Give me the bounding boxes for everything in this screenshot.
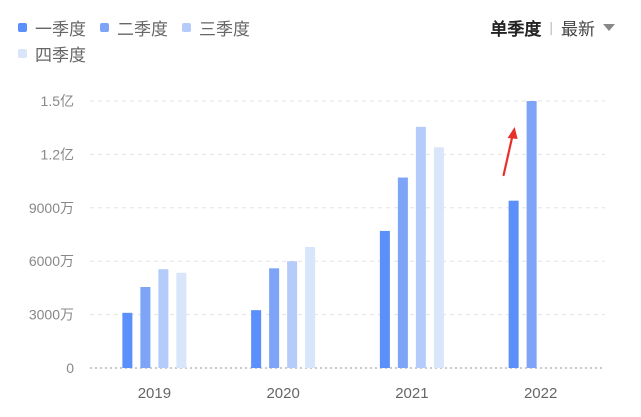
legend-swatch bbox=[18, 22, 27, 32]
x-tick-label: 2020 bbox=[266, 385, 299, 402]
arrow-head-icon bbox=[507, 127, 518, 139]
legend-item[interactable]: 二季度 bbox=[100, 14, 168, 40]
bars bbox=[122, 101, 537, 368]
bar-2020-q4[interactable] bbox=[305, 246, 316, 368]
x-tick-label: 2022 bbox=[524, 385, 557, 402]
y-tick-label: 6000万 bbox=[29, 253, 74, 269]
bar-2022-q1[interactable] bbox=[508, 200, 519, 368]
bar-2022-q2[interactable] bbox=[526, 101, 537, 368]
legend-swatch bbox=[182, 22, 191, 32]
x-tick-label: 2019 bbox=[138, 385, 171, 402]
y-tick-label: 0 bbox=[66, 360, 74, 376]
legend-swatch bbox=[18, 48, 27, 58]
bar-2020-q2[interactable] bbox=[269, 268, 280, 368]
bar-2021-q1[interactable] bbox=[379, 230, 390, 368]
arrow-shaft bbox=[502, 133, 514, 177]
bar-2019-q1[interactable] bbox=[122, 312, 133, 368]
legend-label: 一季度 bbox=[35, 19, 86, 39]
bar-2021-q2[interactable] bbox=[397, 177, 408, 368]
bar-2019-q3[interactable] bbox=[158, 269, 169, 368]
sort-dropdown[interactable]: 最新 bbox=[561, 19, 595, 39]
grid-layer bbox=[90, 100, 605, 369]
x-tick-label: 2021 bbox=[395, 385, 428, 402]
chevron-down-icon[interactable] bbox=[603, 23, 615, 31]
period-controls: 单季度 | 最新 bbox=[490, 14, 615, 40]
annotation-layer bbox=[502, 127, 518, 177]
legend-item[interactable]: 三季度 bbox=[182, 14, 250, 40]
controls-separator: | bbox=[549, 19, 553, 35]
legend-item[interactable]: 一季度 bbox=[18, 14, 86, 40]
y-tick-label: 9000万 bbox=[29, 200, 74, 216]
y-tick-label: 1.2亿 bbox=[41, 146, 74, 162]
legend-label: 四季度 bbox=[35, 45, 86, 65]
legend-label: 三季度 bbox=[199, 19, 250, 39]
bar-2021-q3[interactable] bbox=[415, 126, 426, 368]
y-tick-label: 3000万 bbox=[29, 307, 74, 323]
x-axis: 2019 2020 2021 2022 bbox=[138, 385, 558, 402]
y-axis: 0 3000万 6000万 9000万 1.2亿 1.5亿 bbox=[29, 93, 74, 376]
y-tick-label: 1.5亿 bbox=[41, 93, 74, 109]
single-quarter-toggle[interactable]: 单季度 bbox=[490, 19, 542, 39]
legend-item[interactable]: 四季度 bbox=[18, 40, 86, 66]
bar-2020-q1[interactable] bbox=[251, 310, 262, 368]
bar-2019-q2[interactable] bbox=[140, 287, 151, 368]
legend-row: 一季度 二季度 三季度四季度 bbox=[18, 14, 318, 66]
bar-2019-q4[interactable] bbox=[176, 272, 187, 368]
legend-swatch bbox=[100, 22, 109, 32]
legend: 一季度 二季度 三季度四季度 bbox=[18, 14, 318, 66]
bar-2020-q3[interactable] bbox=[287, 261, 298, 368]
legend-label: 二季度 bbox=[117, 19, 168, 39]
bar-2021-q4[interactable] bbox=[433, 147, 444, 368]
